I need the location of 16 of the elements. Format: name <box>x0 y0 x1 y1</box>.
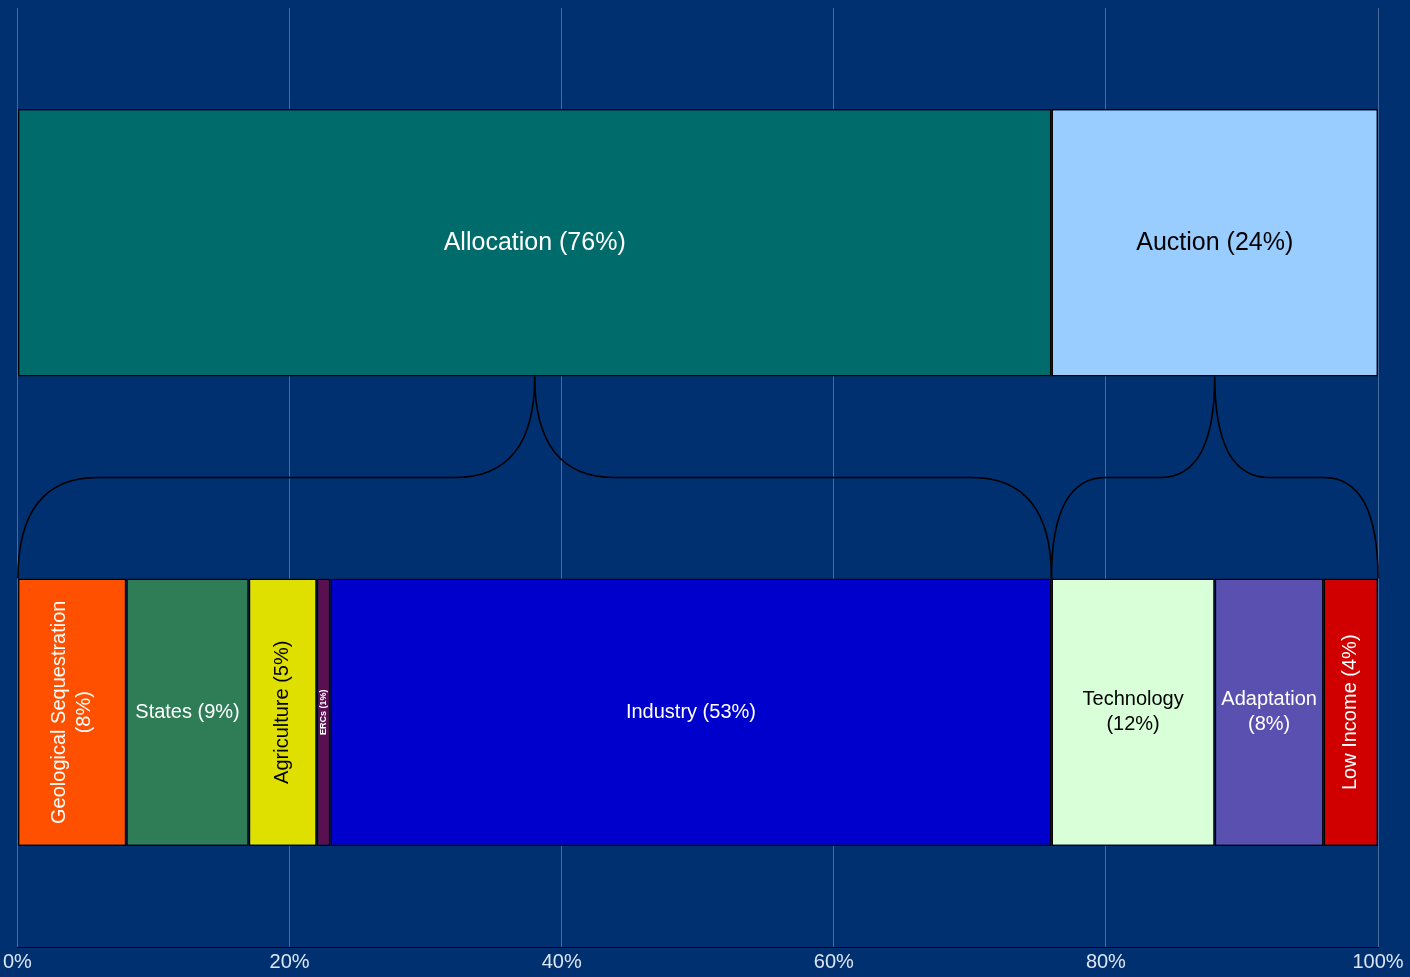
series-label: Agriculture (5%) <box>270 640 293 784</box>
series-label: States (9%) <box>135 699 240 722</box>
series-label: ERCs (1%) <box>318 689 329 736</box>
series-label: Adaptation (8%) <box>1221 687 1317 735</box>
x-tick-label: 20% <box>269 949 310 972</box>
series-label: Technology (12%) <box>1082 687 1184 735</box>
x-tick-label: 100% <box>1352 949 1404 972</box>
x-tick-label: 60% <box>813 949 855 972</box>
series-label: Allocation (76%) <box>443 226 626 255</box>
series-label: Auction (24%) <box>1136 226 1294 255</box>
series-label: Low Income (4%) <box>1338 634 1361 791</box>
x-tick-label: 80% <box>1085 949 1127 972</box>
x-tick-label: 0% <box>3 949 33 972</box>
series-label: Geological Sequestration (8%) <box>47 600 95 824</box>
series-label: Industry (53%) <box>625 699 756 722</box>
x-tick-label: 40% <box>541 949 582 972</box>
